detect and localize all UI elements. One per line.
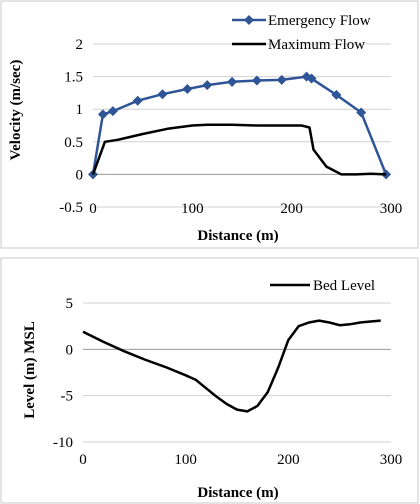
legend-marker-emergency-flow <box>244 15 254 25</box>
x-tick-label: 200 <box>280 201 303 217</box>
x-tick-label: 0 <box>89 201 97 217</box>
legend-label-maximum-flow: Maximum Flow <box>268 37 365 53</box>
legend-label-bed-level: Bed Level <box>313 278 375 294</box>
data-point <box>202 80 213 91</box>
y-tick-label: 5 <box>66 296 74 312</box>
x-tick-label: 0 <box>79 452 87 468</box>
data-point <box>306 73 317 84</box>
x-axis-label: Distance (m) <box>197 485 278 501</box>
y-tick-label: 1.5 <box>64 70 83 86</box>
y-tick-label: 0.5 <box>64 135 83 151</box>
data-point <box>227 76 238 87</box>
data-point <box>132 95 143 106</box>
y-axis-label: Velocity (m/sec) <box>8 60 24 161</box>
y-axis-label: Level (m) MSL <box>22 321 38 418</box>
bed-level-chart: -10-505 0 100 200 300 Distance (m) Level (m… <box>0 257 419 504</box>
series-line-maximum-flow <box>91 123 387 176</box>
y-tick-label: 1 <box>76 102 84 118</box>
x-axis-label: Distance (m) <box>197 228 278 244</box>
legend: Emergency Flow Maximum Flow <box>232 13 371 53</box>
velocity-chart: -0.5 0 0.5 1 1.5 2 0 100 200 300 Distance (m) Ve… <box>0 0 419 249</box>
series-line-bed-level <box>82 319 381 413</box>
x-tick-label: 200 <box>277 452 300 468</box>
x-tick-labels: 0 100 200 300 <box>89 201 402 217</box>
y-tick-labels: -0.5 0 0.5 1 1.5 2 <box>59 37 83 216</box>
y-tick-label: 0 <box>76 167 84 183</box>
data-point <box>276 74 287 85</box>
data-point <box>381 169 392 180</box>
data-point <box>251 75 262 86</box>
series-group <box>82 319 381 413</box>
x-tick-label: 300 <box>380 201 403 217</box>
gridlines <box>83 302 391 443</box>
x-tick-label: 100 <box>181 201 204 217</box>
legend-label-emergency-flow: Emergency Flow <box>268 13 371 29</box>
data-point <box>182 83 193 94</box>
y-tick-label: -5 <box>61 389 74 405</box>
x-tick-labels: 0 100 200 300 <box>79 452 402 468</box>
y-tick-label: 2 <box>76 37 84 53</box>
data-point <box>157 89 168 100</box>
data-point <box>97 109 108 120</box>
chart-frame <box>0 257 419 504</box>
legend: Bed Level <box>270 278 375 294</box>
data-point <box>356 107 367 118</box>
y-tick-label: -10 <box>53 435 73 451</box>
series-group <box>88 71 392 180</box>
x-tick-label: 100 <box>174 452 197 468</box>
y-tick-labels: -10 -5 0 5 <box>53 296 73 451</box>
y-tick-label: -0.5 <box>59 200 83 216</box>
data-point <box>107 106 118 117</box>
x-tick-label: 300 <box>380 452 403 468</box>
data-point <box>331 89 342 100</box>
y-tick-label: 0 <box>66 342 74 358</box>
